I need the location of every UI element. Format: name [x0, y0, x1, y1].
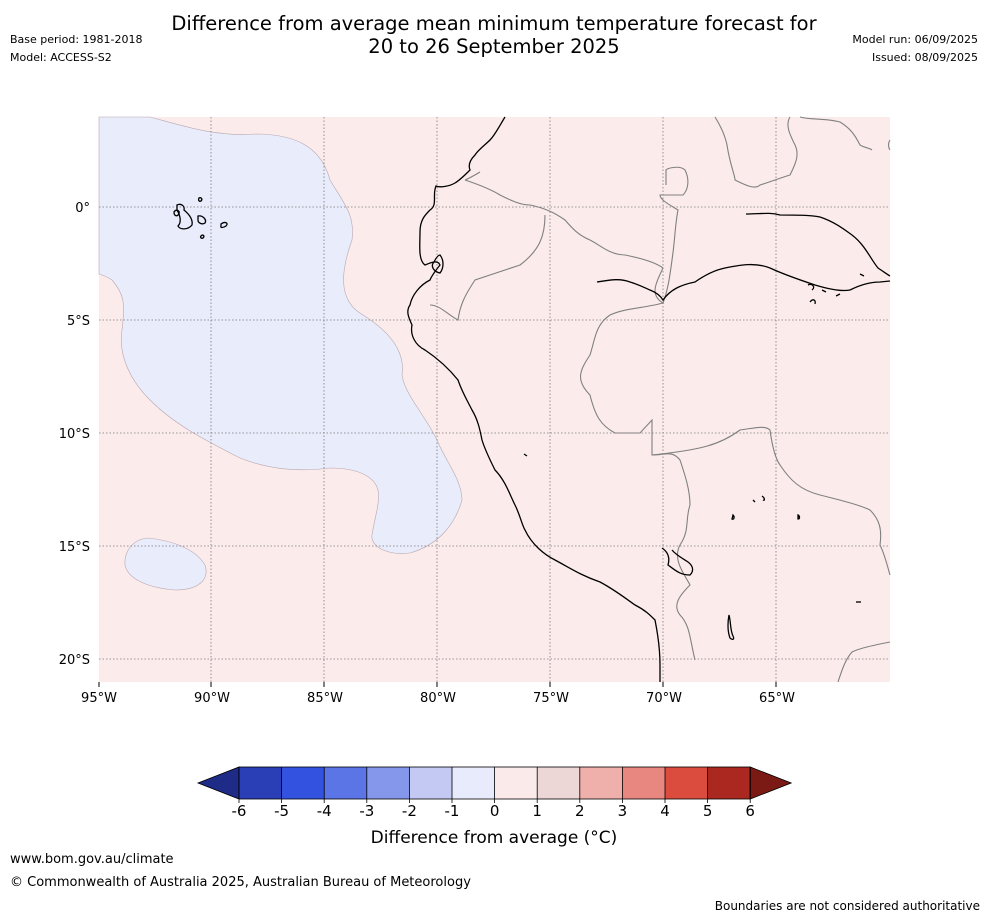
lat-label: 0° — [75, 201, 90, 216]
colorbar-bin — [707, 767, 751, 799]
title-line-1: Difference from average mean minimum tem… — [171, 12, 817, 35]
country-borders — [429, 116, 891, 683]
colorbar-bin — [622, 767, 666, 799]
colorbar-title: Difference from average (°C) — [370, 828, 618, 848]
colorbar-tick-label: 2 — [575, 802, 585, 820]
graticule — [99, 117, 890, 682]
negative-anomaly-patch — [124, 537, 207, 591]
colorbar-tick-label: 0 — [490, 802, 500, 820]
colorbar-tick-label: -2 — [402, 802, 417, 820]
colorbar-tick-label: 3 — [618, 802, 628, 820]
colorbar-tick-label: -3 — [359, 802, 374, 820]
chart-title: Difference from average mean minimum tem… — [0, 12, 988, 58]
colorbar-bin — [366, 767, 410, 799]
lon-label: 70°W — [646, 691, 682, 706]
base-period: Base period: 1981-2018 — [10, 33, 143, 46]
boundary-disclaimer: Boundaries are not considered authoritat… — [714, 899, 980, 913]
forecast-metadata-left: Base period: 1981-2018 Model: ACCESS-S2 — [10, 33, 142, 69]
colorbar-extend-high — [749, 766, 793, 800]
issued-date: Issued: 08/09/2025 — [871, 51, 978, 64]
colorbar-tick-label: -5 — [274, 802, 289, 820]
negative-anomaly-area — [98, 116, 463, 554]
colorbar-bin — [239, 767, 283, 799]
lat-label: 20°S — [59, 653, 90, 668]
colorbar-bin — [452, 767, 496, 799]
colorbar-bin — [579, 767, 623, 799]
colorbar-bin — [494, 767, 538, 799]
lat-label: 10°S — [59, 427, 90, 442]
copyright-notice: © Commonwealth of Australia 2025, Austra… — [10, 875, 471, 890]
model-name: Model: ACCESS-S2 — [10, 51, 112, 64]
lon-label: 80°W — [420, 691, 456, 706]
coastlines — [173, 116, 891, 682]
lon-label: 65°W — [759, 691, 795, 706]
colorbar-tick-label: -4 — [317, 802, 332, 820]
title-line-2: 20 to 26 September 2025 — [368, 35, 620, 58]
website-link[interactable]: www.bom.gov.au/climate — [10, 852, 174, 867]
longitude-labels: 95°W 90°W 85°W 80°W 75°W 70°W 65°W — [81, 691, 795, 706]
forecast-metadata-right: Model run: 06/09/2025 Issued: 08/09/2025 — [852, 33, 978, 69]
colorbar-tick-label: 1 — [532, 802, 542, 820]
colorbar-bin — [665, 767, 709, 799]
colorbar-tick-label: 4 — [660, 802, 670, 820]
colorbar-tick-label: 5 — [703, 802, 713, 820]
lat-label: 5°S — [67, 314, 90, 329]
lon-label: 90°W — [194, 691, 230, 706]
lat-label: 15°S — [59, 540, 90, 555]
model-run-date: Model run: 06/09/2025 — [852, 33, 978, 46]
lon-label: 75°W — [533, 691, 569, 706]
colorbar-extend-low — [196, 766, 240, 800]
latitude-labels: 0° 5°S 10°S 15°S 20°S — [59, 201, 90, 668]
colorbar-tick-label: 6 — [745, 802, 755, 820]
colorbar-bin — [324, 767, 368, 799]
colorbar-tick-label: -1 — [445, 802, 460, 820]
lon-label: 95°W — [81, 691, 117, 706]
axis-ticks — [98, 682, 777, 687]
colorbar-tick-label: -6 — [232, 802, 247, 820]
colorbar-bin — [281, 767, 325, 799]
colorbar: -6 -5 -4 -3 -2 -1 0 1 2 3 4 5 6 — [196, 766, 793, 820]
colorbar-bin — [409, 767, 453, 799]
colorbar-bin — [537, 767, 581, 799]
lon-label: 85°W — [307, 691, 343, 706]
